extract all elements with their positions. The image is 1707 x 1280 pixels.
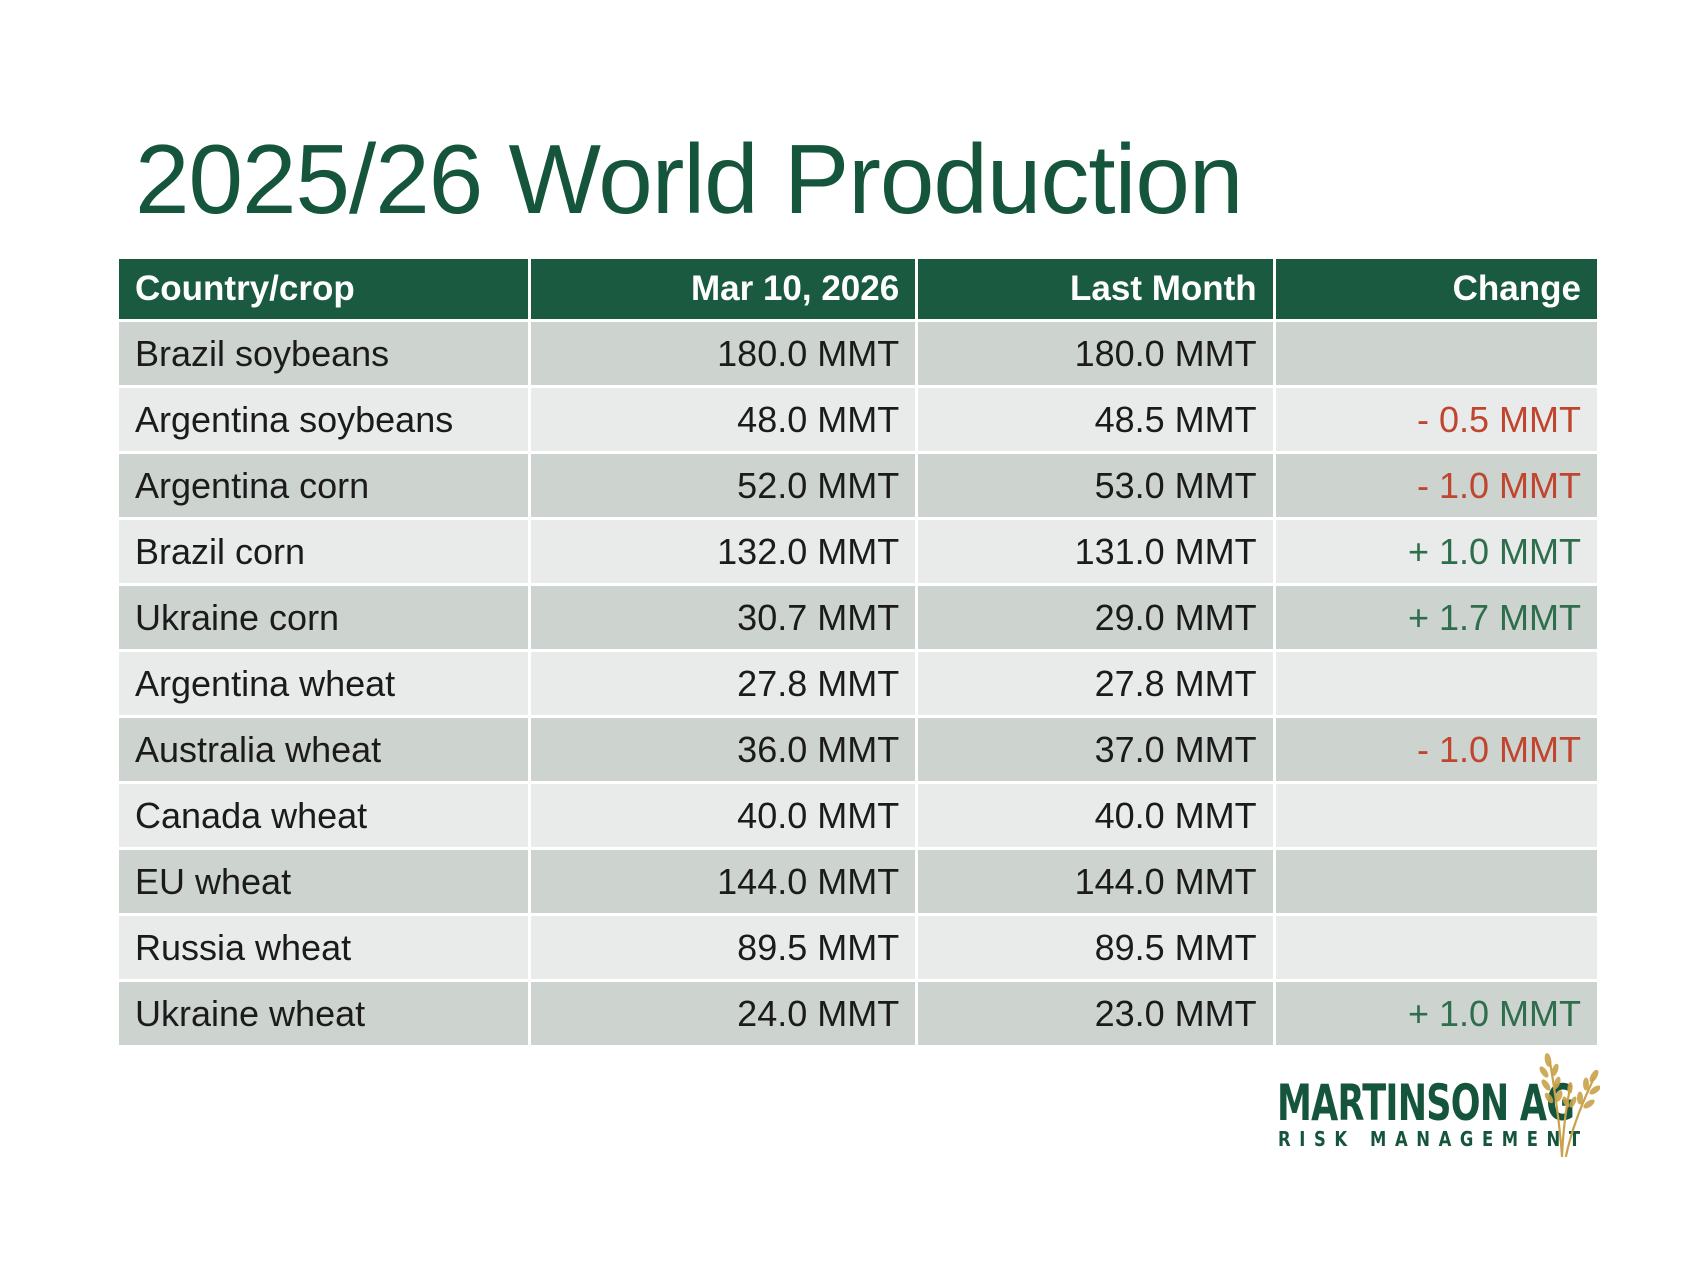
cell-country-crop: Canada wheat (119, 784, 528, 847)
cell-country-crop: Russia wheat (119, 916, 528, 979)
cell-current-estimate: 30.7 MMT (530, 586, 916, 649)
wheat-icon (1539, 1053, 1600, 1158)
cell-country-crop: Brazil soybeans (119, 322, 528, 385)
cell-current-estimate: 27.8 MMT (530, 652, 916, 715)
table-row: Canada wheat 40.0 MMT 40.0 MMT (119, 784, 1597, 847)
cell-current-estimate: 180.0 MMT (530, 322, 916, 385)
cell-country-crop: Argentina soybeans (119, 388, 528, 451)
cell-current-estimate: 144.0 MMT (530, 850, 916, 913)
cell-current-estimate: 48.0 MMT (530, 388, 916, 451)
cell-last-month: 53.0 MMT (918, 454, 1273, 517)
table-row: Argentina wheat 27.8 MMT 27.8 MMT (119, 652, 1597, 715)
table-row: Argentina corn 52.0 MMT 53.0 MMT - 1.0 MMT (119, 454, 1597, 517)
cell-change: - 1.0 MMT (1275, 718, 1597, 781)
table-row: Argentina soybeans 48.0 MMT 48.5 MMT - 0.5 … (119, 388, 1597, 451)
cell-last-month: 89.5 MMT (918, 916, 1273, 979)
cell-country-crop: Australia wheat (119, 718, 528, 781)
table-row: Ukraine corn 30.7 MMT 29.0 MMT + 1.7 MMT (119, 586, 1597, 649)
cell-change (1275, 850, 1597, 913)
header-change: Change (1275, 259, 1597, 319)
cell-change: + 1.7 MMT (1275, 586, 1597, 649)
cell-last-month: 37.0 MMT (918, 718, 1273, 781)
cell-country-crop: Ukraine wheat (119, 982, 528, 1045)
table-row: Australia wheat 36.0 MMT 37.0 MMT - 1.0 MMT (119, 718, 1597, 781)
cell-country-crop: Argentina corn (119, 454, 528, 517)
cell-last-month: 27.8 MMT (918, 652, 1273, 715)
cell-current-estimate: 40.0 MMT (530, 784, 916, 847)
cell-change (1275, 652, 1597, 715)
table-body: Brazil soybeans 180.0 MMT 180.0 MMT Argenti… (119, 322, 1597, 1045)
logo-tagline: RISK MANAGEMENT (1278, 1127, 1589, 1151)
cell-current-estimate: 36.0 MMT (530, 718, 916, 781)
cell-change (1275, 916, 1597, 979)
cell-country-crop: EU wheat (119, 850, 528, 913)
cell-current-estimate: 89.5 MMT (530, 916, 916, 979)
production-table-container: Country/crop Mar 10, 2026 Last Month Cha… (119, 259, 1597, 1045)
header-current-estimate: Mar 10, 2026 (530, 259, 916, 319)
cell-last-month: 131.0 MMT (918, 520, 1273, 583)
header-country-crop: Country/crop (119, 259, 528, 319)
cell-last-month: 144.0 MMT (918, 850, 1273, 913)
cell-country-crop: Brazil corn (119, 520, 528, 583)
table-row: Ukraine wheat 24.0 MMT 23.0 MMT + 1.0 MMT (119, 982, 1597, 1045)
cell-last-month: 48.5 MMT (918, 388, 1273, 451)
cell-country-crop: Argentina wheat (119, 652, 528, 715)
cell-country-crop: Ukraine corn (119, 586, 528, 649)
production-table: Country/crop Mar 10, 2026 Last Month Cha… (116, 256, 1600, 1048)
cell-current-estimate: 24.0 MMT (530, 982, 916, 1045)
cell-last-month: 23.0 MMT (918, 982, 1273, 1045)
header-last-month: Last Month (918, 259, 1273, 319)
table-row: EU wheat 144.0 MMT 144.0 MMT (119, 850, 1597, 913)
cell-change (1275, 784, 1597, 847)
cell-change: + 1.0 MMT (1275, 982, 1597, 1045)
cell-last-month: 29.0 MMT (918, 586, 1273, 649)
cell-current-estimate: 132.0 MMT (530, 520, 916, 583)
logo-name: MARTINSON AG (1277, 1074, 1575, 1132)
cell-current-estimate: 52.0 MMT (530, 454, 916, 517)
header-row: Country/crop Mar 10, 2026 Last Month Cha… (119, 259, 1597, 319)
table-row: Brazil soybeans 180.0 MMT 180.0 MMT (119, 322, 1597, 385)
cell-change: + 1.0 MMT (1275, 520, 1597, 583)
slide-title: 2025/26 World Production (135, 124, 1243, 234)
cell-last-month: 40.0 MMT (918, 784, 1273, 847)
table-header: Country/crop Mar 10, 2026 Last Month Cha… (119, 259, 1597, 319)
cell-change: - 0.5 MMT (1275, 388, 1597, 451)
table-row: Brazil corn 132.0 MMT 131.0 MMT + 1.0 MMT (119, 520, 1597, 583)
cell-change: - 1.0 MMT (1275, 454, 1597, 517)
cell-change (1275, 322, 1597, 385)
table-row: Russia wheat 89.5 MMT 89.5 MMT (119, 916, 1597, 979)
martinson-ag-logo: MARTINSON AG RISK MANAGEMENT (1274, 1048, 1600, 1158)
cell-last-month: 180.0 MMT (918, 322, 1273, 385)
